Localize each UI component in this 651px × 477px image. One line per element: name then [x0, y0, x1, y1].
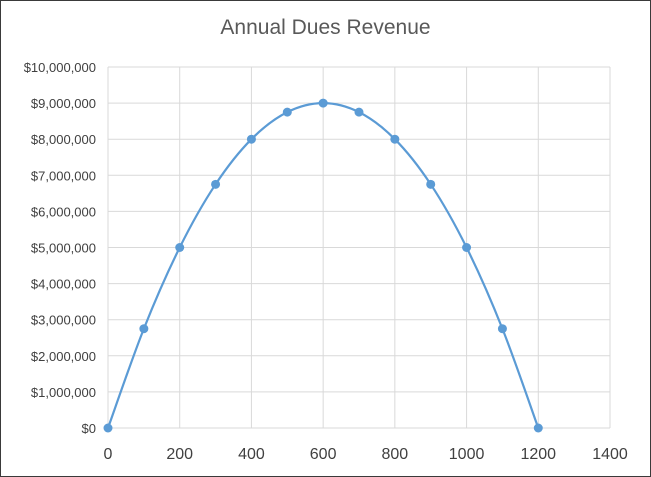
x-tick-label: 400: [238, 446, 265, 463]
x-tick-label: 200: [166, 446, 193, 463]
chart-title: Annual Dues Revenue: [220, 16, 431, 39]
data-point: [426, 179, 436, 189]
y-tick-label: $9,000,000: [31, 96, 96, 111]
x-axis-ticks: 0 200 400 600 800 1000 1200 1400: [104, 446, 628, 463]
data-point: [318, 98, 328, 108]
y-tick-label: $10,000,000: [24, 60, 96, 75]
y-tick-label: $4,000,000: [31, 277, 96, 292]
data-point: [533, 423, 543, 433]
data-point: [211, 179, 221, 189]
y-tick-label: $0: [82, 421, 96, 436]
y-tick-label: $1,000,000: [31, 385, 96, 400]
data-point: [390, 134, 400, 144]
y-tick-label: $7,000,000: [31, 168, 96, 183]
data-point: [246, 134, 256, 144]
y-tick-label: $6,000,000: [31, 204, 96, 219]
y-tick-label: $2,000,000: [31, 349, 96, 364]
data-points: [103, 98, 543, 433]
y-axis-ticks: $0 $1,000,000 $2,000,000 $3,000,000 $4,000,0…: [24, 60, 96, 436]
grid-layer: [107, 66, 611, 429]
y-tick-label: $5,000,000: [31, 241, 96, 256]
x-tick-label: 1000: [449, 446, 485, 463]
y-tick-label: $3,000,000: [31, 313, 96, 328]
data-point: [462, 243, 472, 252]
data-point: [139, 324, 149, 334]
data-point: [175, 243, 185, 252]
x-tick-label: 0: [104, 446, 113, 463]
data-point: [103, 423, 113, 433]
x-tick-label: 600: [310, 446, 337, 463]
x-tick-label: 800: [382, 446, 409, 463]
data-point: [282, 107, 292, 117]
y-tick-label: $8,000,000: [31, 132, 96, 147]
data-point: [354, 107, 364, 117]
x-tick-label: 1400: [592, 446, 628, 463]
data-point: [497, 324, 507, 334]
x-tick-label: 1200: [520, 446, 556, 463]
